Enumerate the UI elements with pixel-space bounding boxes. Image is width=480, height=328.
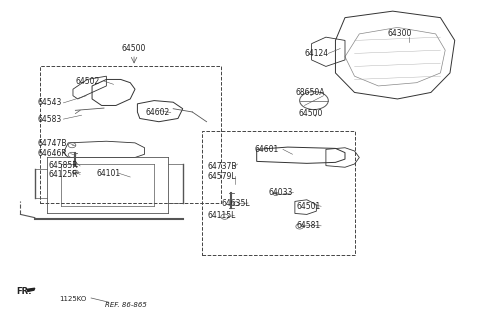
Text: 64300: 64300: [388, 30, 412, 38]
Text: 64124: 64124: [304, 49, 328, 58]
Text: 68650A: 68650A: [296, 88, 325, 97]
Text: 64602: 64602: [145, 108, 170, 117]
Text: REF. 86-865: REF. 86-865: [106, 302, 147, 308]
Text: 64500: 64500: [122, 44, 146, 53]
Text: 64579L: 64579L: [207, 172, 236, 181]
Text: 64501: 64501: [296, 202, 321, 211]
Text: 64747B: 64747B: [37, 139, 67, 148]
Polygon shape: [28, 288, 35, 292]
Text: 64500: 64500: [298, 109, 323, 118]
Text: 64115L: 64115L: [207, 211, 236, 220]
Text: 64502: 64502: [75, 76, 100, 86]
Text: 1125KO: 1125KO: [60, 296, 86, 302]
Bar: [39, 67, 221, 203]
Bar: [202, 132, 355, 255]
Text: 64646R: 64646R: [37, 149, 67, 158]
Text: 64125R: 64125R: [48, 170, 78, 179]
Text: 64737B: 64737B: [207, 162, 237, 171]
Text: 64581: 64581: [296, 221, 321, 230]
Text: 64585R: 64585R: [48, 161, 78, 171]
Text: 64033: 64033: [269, 188, 293, 197]
Text: FR.: FR.: [17, 287, 32, 296]
Text: 64101: 64101: [97, 169, 121, 177]
Text: 64635L: 64635L: [222, 198, 251, 208]
Text: 64583: 64583: [37, 114, 61, 124]
Text: 64543: 64543: [37, 98, 61, 107]
Text: 64601: 64601: [254, 145, 278, 154]
